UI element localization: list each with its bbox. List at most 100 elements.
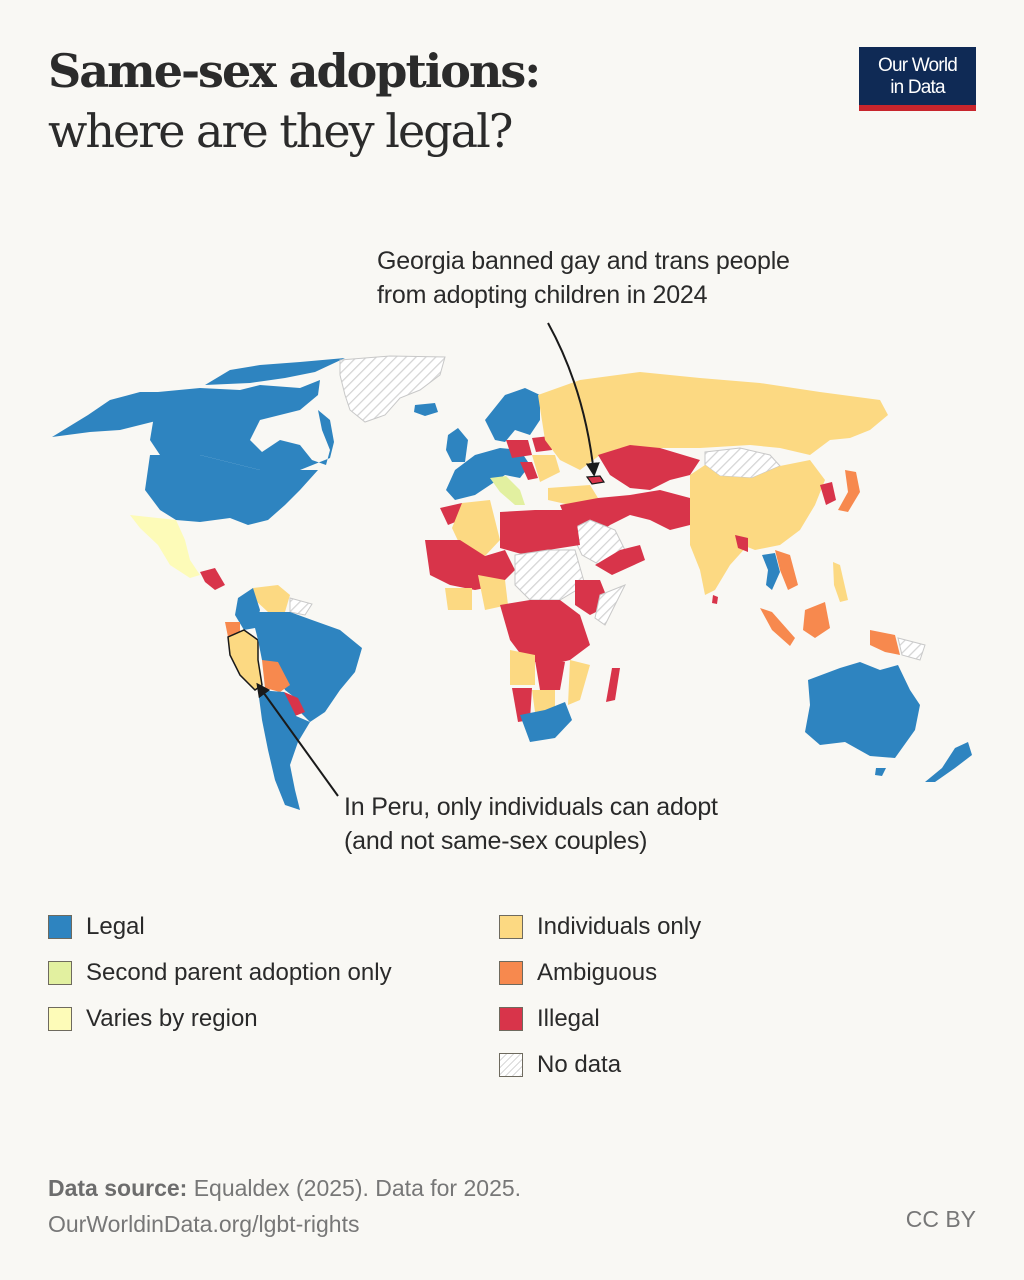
- region-greenland[interactable]: [339, 355, 446, 423]
- legend-swatch-no-data: [499, 1053, 523, 1077]
- region-central-america[interactable]: [200, 568, 225, 590]
- region-japan[interactable]: [838, 470, 860, 512]
- region-poland[interactable]: [506, 440, 532, 458]
- region-korea[interactable]: [820, 482, 836, 505]
- logo-line-2: in Data: [890, 77, 945, 98]
- region-south-africa[interactable]: [520, 702, 572, 742]
- region-nigeria[interactable]: [478, 575, 508, 610]
- georgia-annotation-line-2: from adopting children in 2024: [377, 281, 708, 309]
- peru-annotation-line-2: (and not same-sex couples): [344, 827, 648, 855]
- region-sumatra[interactable]: [760, 608, 795, 646]
- region-argentina-chile[interactable]: [258, 690, 310, 810]
- region-new-guinea[interactable]: [870, 630, 900, 655]
- region-philippines[interactable]: [833, 562, 848, 602]
- legend-swatch-individuals: [499, 915, 523, 939]
- region-kazakhstan-central-asia[interactable]: [598, 445, 700, 490]
- region-bangladesh-myanmar[interactable]: [735, 535, 748, 552]
- region-peru[interactable]: [227, 629, 263, 691]
- oceania: [805, 662, 972, 782]
- region-western-europe[interactable]: [446, 448, 530, 500]
- region-eastern-europe[interactable]: [532, 455, 560, 482]
- region-turkey[interactable]: [548, 485, 598, 505]
- legend-item-individuals[interactable]: Individuals only: [499, 913, 701, 941]
- region-balkans[interactable]: [520, 462, 538, 480]
- legend-swatch-ambiguous: [499, 961, 523, 985]
- license-label[interactable]: CC BY: [905, 1206, 976, 1232]
- africa: [425, 500, 627, 742]
- europe: [446, 388, 598, 505]
- region-australia[interactable]: [805, 662, 920, 758]
- region-zambia[interactable]: [535, 660, 565, 690]
- legend-item-legal[interactable]: Legal: [48, 913, 145, 941]
- region-iceland[interactable]: [414, 403, 438, 416]
- legend-item-varies[interactable]: Varies by region: [48, 1005, 258, 1033]
- source-label: Data source:: [48, 1175, 188, 1201]
- chart-title: Same-sex adoptions: where are they legal…: [48, 40, 541, 160]
- region-libya-egypt[interactable]: [500, 510, 580, 555]
- region-angola[interactable]: [510, 650, 535, 685]
- region-italy[interactable]: [490, 476, 525, 505]
- peru-annotation-line-1: In Peru, only individuals can adopt: [344, 793, 718, 821]
- legend-label: Varies by region: [86, 1005, 258, 1032]
- logo-line-1: Our World: [877, 55, 958, 76]
- region-new-zealand[interactable]: [925, 742, 972, 782]
- region-central-africa[interactable]: [500, 600, 590, 665]
- region-uk-ireland[interactable]: [446, 428, 468, 462]
- world-map: [52, 322, 972, 810]
- region-alaska[interactable]: [52, 392, 160, 437]
- region-india[interactable]: [690, 510, 748, 595]
- region-namibia[interactable]: [512, 688, 532, 722]
- region-algeria[interactable]: [452, 500, 500, 556]
- region-guianas[interactable]: [289, 597, 313, 616]
- region-mexico[interactable]: [130, 515, 200, 578]
- title-line-1: Same-sex adoptions:: [48, 44, 541, 98]
- source-url-link[interactable]: OurWorldinData.org/lgbt-rights: [48, 1211, 360, 1237]
- peru-arrow: [256, 682, 339, 797]
- owid-logo[interactable]: Our World in Data: [859, 47, 976, 111]
- legend-item-ambiguous[interactable]: Ambiguous: [499, 959, 657, 987]
- legend-swatch-second-parent: [48, 961, 72, 985]
- region-thailand[interactable]: [762, 553, 780, 590]
- region-indochina[interactable]: [775, 550, 798, 590]
- region-georgia[interactable]: [585, 475, 606, 485]
- region-madagascar[interactable]: [606, 668, 620, 702]
- asia: [538, 372, 926, 661]
- north-america: [52, 355, 446, 590]
- region-colombia[interactable]: [235, 588, 260, 630]
- legend-label: Individuals only: [537, 913, 702, 940]
- legend-label: Ambiguous: [537, 959, 658, 986]
- region-sri-lanka[interactable]: [712, 595, 718, 604]
- georgia-annotation: Georgia banned gay and trans people from…: [377, 244, 790, 312]
- legend-swatch-varies: [48, 1007, 72, 1031]
- legend-item-no-data[interactable]: No data: [499, 1051, 621, 1079]
- legend-item-illegal[interactable]: Illegal: [499, 1005, 600, 1033]
- region-canada[interactable]: [150, 380, 334, 470]
- region-paraguay[interactable]: [284, 692, 305, 716]
- legend-item-second-parent[interactable]: Second parent adoption only: [48, 959, 392, 987]
- region-arctic-islands[interactable]: [205, 358, 345, 385]
- legend-label: Illegal: [537, 1005, 600, 1032]
- legend-swatch-legal: [48, 915, 72, 939]
- region-tasmania[interactable]: [875, 768, 886, 776]
- georgia-arrow: [547, 322, 600, 477]
- region-scandinavia[interactable]: [485, 388, 540, 442]
- region-botswana[interactable]: [532, 690, 555, 712]
- georgia-annotation-line-1: Georgia banned gay and trans people: [377, 247, 790, 275]
- source-line: Data source: Equaldex (2025). Data for 2…: [48, 1170, 521, 1206]
- region-borneo[interactable]: [803, 602, 830, 638]
- legend-swatch-illegal: [499, 1007, 523, 1031]
- region-somalia[interactable]: [594, 584, 627, 626]
- region-mozambique[interactable]: [568, 660, 590, 705]
- region-russia[interactable]: [538, 372, 888, 470]
- region-sahel-west[interactable]: [425, 540, 515, 590]
- legend-label: No data: [537, 1051, 622, 1078]
- region-brazil[interactable]: [255, 612, 362, 722]
- region-west-coast[interactable]: [445, 588, 472, 610]
- region-yemen-oman[interactable]: [595, 545, 645, 575]
- region-sudan-chad[interactable]: [514, 549, 586, 601]
- region-venezuela[interactable]: [253, 585, 290, 612]
- region-png[interactable]: [897, 637, 926, 661]
- region-united-states[interactable]: [145, 455, 318, 525]
- source-text: Equaldex (2025). Data for 2025.: [187, 1175, 522, 1201]
- title-line-2: where are they legal?: [48, 104, 513, 158]
